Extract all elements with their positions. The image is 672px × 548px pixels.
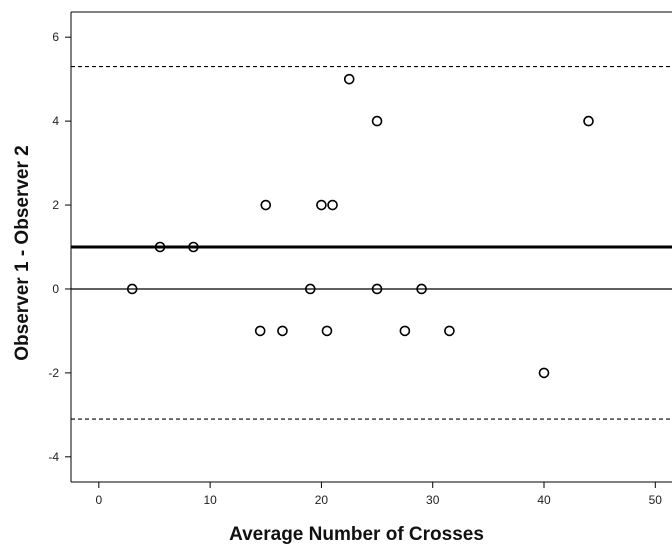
data-point [583, 115, 594, 127]
x-tick-label: 50 [649, 493, 663, 507]
data-point [444, 325, 455, 337]
x-tick-label: 30 [426, 493, 440, 507]
y-axis-ticks: -4 -2 0 2 4 6 [48, 30, 71, 464]
data-point [416, 283, 427, 295]
data-point [399, 325, 411, 337]
axes [70, 11, 672, 483]
y-tick-label: 2 [52, 198, 59, 212]
x-tick-label: 10 [203, 493, 217, 507]
data-point [371, 115, 383, 127]
data-point [343, 73, 355, 85]
y-tick-label: -2 [48, 366, 59, 380]
data-points [126, 73, 594, 379]
x-axis-ticks: 0 10 20 30 40 50 [95, 482, 662, 507]
y-tick-label: 6 [52, 30, 59, 44]
x-tick-label: 40 [537, 493, 551, 507]
y-axis-title: Observer 1 - Observer 2 [12, 145, 33, 360]
x-tick-label: 20 [315, 493, 329, 507]
data-point [321, 325, 333, 337]
data-point [327, 199, 338, 211]
data-point [371, 283, 383, 295]
x-axis-title: Average Number of Crosses [229, 524, 484, 545]
data-point [154, 241, 166, 253]
y-tick-label: 0 [52, 282, 59, 296]
data-point [254, 325, 266, 337]
reference-lines [71, 65, 672, 420]
data-point [538, 367, 550, 379]
data-point [277, 325, 288, 337]
x-tick-label: 0 [95, 493, 102, 507]
y-tick-label: -4 [48, 450, 59, 464]
data-point [316, 199, 327, 211]
data-point [260, 199, 272, 211]
data-point [304, 283, 316, 295]
y-tick-label: 4 [52, 114, 59, 128]
data-point [126, 283, 138, 295]
data-point [188, 241, 199, 253]
